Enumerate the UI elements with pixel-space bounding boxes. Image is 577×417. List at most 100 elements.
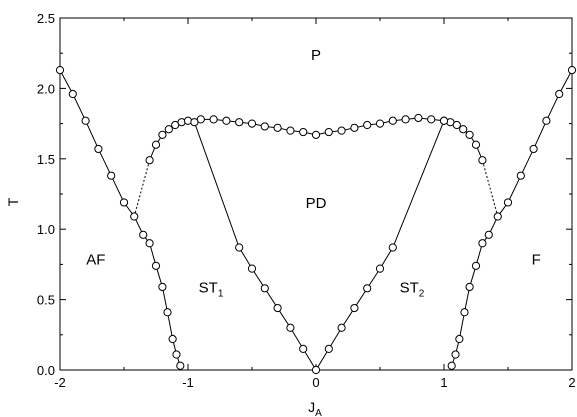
region-label-subscript: 2 [419, 289, 425, 300]
data-point-marker [484, 230, 493, 239]
data-point-marker [163, 308, 172, 317]
data-point-marker [465, 130, 474, 139]
data-point-marker [447, 361, 456, 370]
data-point-marker [567, 65, 577, 75]
data-point-marker [168, 334, 177, 344]
transition-line [193, 120, 445, 371]
data-point-marker [311, 130, 321, 139]
data-point-marker [273, 303, 282, 313]
data-point-marker [260, 284, 269, 293]
plot-frame [59, 17, 573, 371]
data-point-marker [375, 264, 385, 273]
data-point-marker [299, 127, 308, 137]
data-point-marker [164, 125, 173, 134]
data-markers [55, 65, 577, 375]
data-point-marker [151, 261, 161, 270]
data-point-marker [516, 171, 525, 180]
data-point-marker [350, 123, 359, 132]
region-label-text: PD [306, 195, 327, 212]
y-tick-label: 2.5 [37, 11, 55, 26]
y-tick-label: 1.0 [37, 222, 55, 237]
y-tick-label: 0.0 [37, 363, 55, 378]
y-tick-label: 2.0 [37, 81, 55, 96]
data-point-marker [172, 350, 181, 359]
region-label-af: AF [86, 251, 105, 268]
dashed-boundary-line [133, 160, 151, 217]
data-point-marker [273, 123, 282, 132]
x-axis-title: JA [308, 399, 322, 417]
data-point-marker [465, 282, 474, 292]
data-point-marker [388, 116, 397, 125]
x-axis-title-sub: A [315, 408, 322, 417]
data-point-marker [190, 118, 199, 127]
data-point-marker [460, 308, 469, 317]
dashed-boundary-line [481, 160, 499, 217]
data-point-marker [81, 116, 90, 125]
data-point-marker [311, 365, 321, 375]
data-point-marker [286, 323, 295, 332]
region-label-subscript: 1 [218, 289, 224, 300]
x-tick-label: 0 [312, 375, 319, 390]
data-point-marker [452, 120, 461, 130]
data-point-marker [107, 171, 116, 180]
data-point-marker [455, 334, 464, 344]
data-point-marker [158, 282, 167, 292]
data-point-marker [478, 156, 487, 165]
data-point-marker [222, 116, 231, 125]
y-tick-label: 0.5 [37, 293, 55, 308]
data-point-marker [324, 344, 333, 353]
region-label-text: ST [199, 280, 218, 297]
data-point-marker [286, 126, 295, 135]
x-tick-label: -2 [54, 375, 66, 390]
data-point-marker [471, 140, 481, 149]
data-point-marker [388, 243, 397, 252]
transition-line [59, 69, 181, 366]
data-point-marker [145, 239, 154, 248]
data-point-marker [176, 361, 185, 370]
data-point-marker [68, 89, 77, 99]
data-point-marker [94, 144, 103, 154]
data-point-marker [151, 140, 161, 149]
data-point-marker [427, 115, 436, 124]
region-label-st1: ST1 [199, 280, 224, 300]
data-point-marker [145, 156, 154, 165]
series-lines [59, 69, 573, 371]
axes-ticks [59, 17, 573, 371]
data-point-marker [529, 144, 538, 154]
data-point-marker [414, 113, 423, 123]
region-label-text: F [532, 251, 541, 268]
x-tick-label: 2 [568, 375, 575, 390]
data-point-marker [247, 119, 257, 128]
data-point-marker [130, 212, 139, 221]
x-axis-title-main: J [308, 399, 315, 415]
region-label-text: AF [86, 251, 105, 268]
transition-line [451, 69, 573, 366]
data-point-marker [401, 115, 410, 124]
data-point-marker [493, 212, 502, 221]
data-point-marker [471, 261, 481, 270]
y-tick-label: 1.5 [37, 152, 55, 167]
data-point-marker [451, 350, 460, 359]
tick-labels: -2 -1 0 1 2 0.0 0.5 1.0 1.5 2.0 2.5 [37, 11, 576, 390]
data-point-marker [55, 65, 65, 75]
data-point-marker [158, 130, 167, 139]
data-point-marker [375, 119, 385, 128]
y-axis-title: T [5, 197, 21, 206]
data-point-marker [235, 118, 244, 127]
data-point-marker [337, 323, 346, 332]
data-point-marker [260, 122, 269, 131]
data-point-marker [363, 120, 372, 130]
data-point-marker [337, 126, 346, 135]
data-point-marker [119, 198, 129, 207]
region-label-st2: ST2 [400, 280, 425, 300]
data-point-marker [209, 115, 218, 124]
data-point-marker [478, 239, 487, 248]
data-point-marker [299, 344, 308, 353]
data-point-marker [555, 89, 564, 99]
data-point-marker [439, 116, 449, 125]
data-point-marker [363, 284, 372, 293]
data-point-marker [139, 230, 148, 239]
data-point-marker [235, 243, 244, 252]
